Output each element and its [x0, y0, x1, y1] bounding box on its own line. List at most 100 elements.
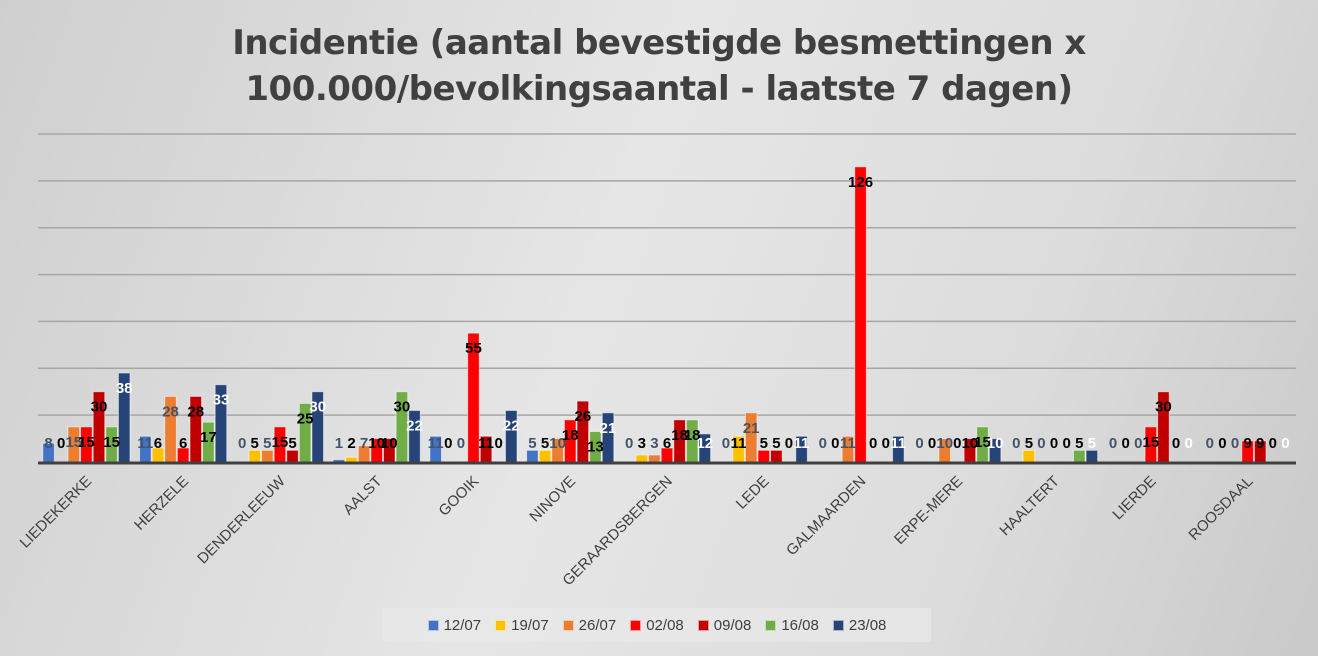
x-tick-label: ROOSDAAL: [1185, 473, 1256, 544]
data-label: 18: [562, 427, 579, 444]
data-label: 0: [238, 435, 246, 452]
legend-swatch-icon: [427, 619, 439, 631]
data-label: 10: [936, 435, 953, 452]
legend-label: 26/07: [578, 616, 617, 634]
bar-09-08-denderleeuw: [286, 449, 299, 463]
bar-19-07-aalst: [345, 456, 358, 463]
bar-26-07-denderleeuw: [261, 449, 274, 463]
data-label: 0: [625, 435, 633, 452]
data-label: 5: [251, 435, 259, 452]
x-tick-label: LIEDEKERKE: [17, 473, 96, 552]
legend-swatch-icon: [832, 619, 844, 631]
data-label: 21: [743, 420, 760, 437]
data-label: 30: [309, 399, 326, 416]
gridlines: [38, 133, 1296, 416]
data-label: 0: [57, 435, 65, 452]
data-label: 0: [1218, 435, 1226, 452]
legend-swatch-icon: [495, 619, 507, 631]
bars: [42, 166, 1267, 463]
data-label: 6: [179, 435, 187, 452]
data-label: 3: [638, 435, 646, 452]
data-label: 21: [600, 420, 617, 437]
bar-23-08-haaltert: [1085, 449, 1099, 463]
data-label: 15: [974, 434, 991, 451]
bar-09-08-lede: [770, 449, 783, 463]
data-label: 5: [541, 435, 549, 452]
legend-label: 16/08: [781, 616, 819, 634]
data-label: 6: [154, 435, 162, 452]
data-label: 0: [1121, 435, 1129, 452]
data-label: 5: [772, 435, 780, 452]
data-label: 11: [840, 435, 856, 452]
data-label: 0: [928, 435, 936, 452]
data-label: 0: [1206, 435, 1214, 452]
data-label: 26: [574, 408, 591, 425]
x-tick-label: ERPE-MERE: [891, 473, 966, 548]
data-label: 13: [587, 439, 604, 456]
legend-label: 09/08: [713, 616, 752, 634]
legend-swatch-icon: [562, 619, 574, 631]
data-label: 12: [696, 435, 713, 452]
legend: 12/07 19/07 26/07 02/08 09/08 16/08 23/08: [383, 608, 931, 642]
data-label: 18: [671, 427, 688, 444]
data-label: 10: [962, 435, 979, 452]
data-label: 15: [272, 434, 289, 451]
data-label: 0: [915, 435, 923, 452]
bar-26-07-geraardsbergen: [648, 454, 661, 463]
data-label: 11: [428, 435, 444, 452]
data-label: 5: [760, 435, 768, 452]
data-label: 10: [987, 435, 1004, 452]
data-label: 9: [1243, 435, 1251, 452]
data-label: 55: [465, 340, 482, 357]
data-label: 0: [1063, 435, 1071, 452]
data-label: 28: [162, 403, 179, 420]
chart-title: Incidentie (aantal bevestigde besmetting…: [0, 20, 1318, 112]
data-label: 30: [394, 399, 411, 416]
bar-19-07-denderleeuw: [248, 449, 262, 463]
data-label: 10: [368, 435, 385, 452]
legend-label: 19/07: [511, 616, 549, 634]
data-label: 0: [722, 435, 730, 452]
legend-swatch-icon: [630, 619, 642, 631]
data-label: 17: [200, 429, 217, 446]
data-label: 7: [360, 435, 368, 452]
data-label: 30: [1155, 399, 1172, 416]
data-label: 0: [1184, 435, 1192, 452]
chart-title-line-1: Incidentie (aantal bevestigde besmetting…: [232, 23, 1086, 63]
data-label: 25: [297, 410, 314, 427]
legend-item: 12/07: [427, 616, 482, 634]
x-tick-label: GOOIK: [435, 473, 482, 520]
data-label: 0: [1134, 435, 1142, 452]
data-label: 0: [831, 435, 839, 452]
bar-19-07-haaltert: [1022, 449, 1036, 463]
legend-item: 09/08: [697, 616, 752, 634]
data-label: 0: [869, 435, 877, 452]
data-label: 0: [1231, 435, 1239, 452]
bar-19-07-geraardsbergen: [635, 454, 649, 463]
data-label: 2: [347, 435, 355, 452]
x-tick-label: LEDE: [733, 473, 773, 513]
data-label: 15: [103, 434, 120, 451]
data-label: 126: [848, 174, 873, 191]
x-tick-label: GERAARDSBERGEN: [559, 473, 675, 589]
data-label: 5: [1088, 435, 1096, 452]
data-label: 0: [1012, 435, 1020, 452]
data-label: 3: [650, 435, 658, 452]
data-label: 0: [1172, 435, 1180, 452]
x-tick-label: LIERDE: [1109, 473, 1159, 523]
data-label: 0: [953, 435, 961, 452]
legend-item: 19/07: [495, 617, 549, 634]
data-label: 0: [1037, 435, 1045, 452]
x-tick-label: AALST: [340, 473, 386, 519]
data-label: 0: [819, 435, 827, 452]
data-label: 0: [882, 435, 890, 452]
bar-16-08-haaltert: [1072, 449, 1086, 463]
data-label: 6: [663, 435, 671, 452]
legend-label: 12/07: [443, 616, 482, 634]
data-label: 0: [1050, 435, 1058, 452]
legend-item: 26/07: [562, 616, 617, 634]
data-label: 0: [1109, 435, 1117, 452]
legend-item: 02/08: [630, 617, 684, 634]
data-label: 11: [478, 435, 494, 452]
